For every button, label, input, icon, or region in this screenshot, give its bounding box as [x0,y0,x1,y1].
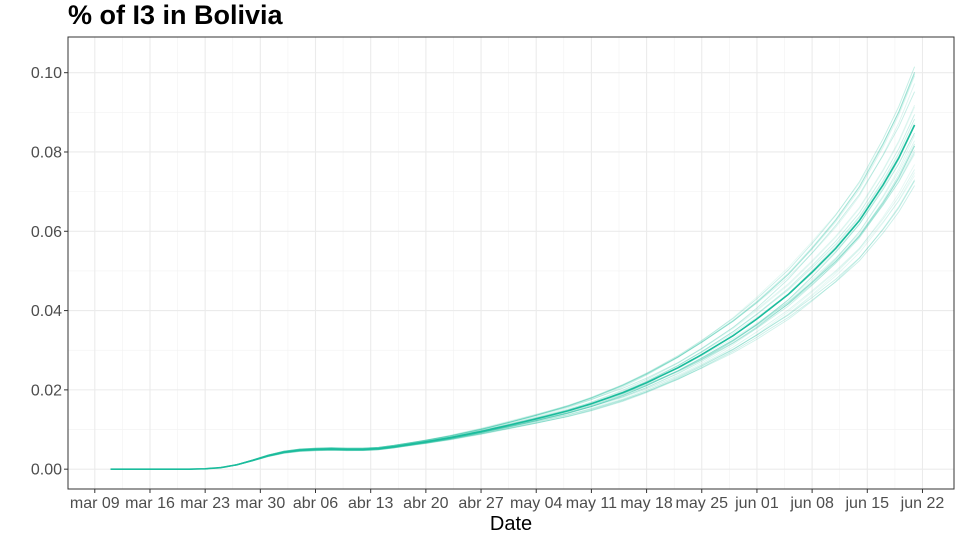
x-tick-label: may 18 [620,495,673,512]
x-tick-label: mar 09 [70,495,120,512]
y-tick-label: 0.02 [31,382,62,399]
x-tick-label: may 25 [676,495,729,512]
x-tick-label: jun 22 [900,495,945,512]
x-tick-label: jun 15 [844,495,889,512]
x-tick-label: mar 23 [180,495,230,512]
chart-title: % of I3 in Bolivia [68,0,284,30]
x-tick-label: abr 27 [458,495,503,512]
x-tick-label: abr 20 [403,495,448,512]
panel-border [67,36,955,490]
x-tick-label: mar 30 [235,495,285,512]
grid-major [68,37,954,489]
y-tick-label: 0.08 [31,144,62,161]
x-tick-label: may 11 [566,495,617,512]
x-axis-title: Date [490,513,532,535]
grid-minor [68,37,954,489]
x-tick-label: jun 01 [734,495,779,512]
y-tick-label: 0.06 [31,224,62,241]
x-tick-label: jun 08 [789,495,834,512]
plot-area [67,36,955,490]
x-tick-label: abr 06 [293,495,338,512]
y-tick-label: 0.04 [31,303,62,320]
y-tick-label: 0.00 [31,462,62,479]
y-axis: 0.00 0.02 0.04 0.06 0.08 0.10 [31,65,68,479]
x-tick-label: may 04 [510,495,563,512]
x-tick-label: abr 13 [348,495,393,512]
y-tick-label: 0.10 [31,65,62,82]
x-axis: mar 09 mar 16 mar 23 mar 30 abr 06 abr 13 abr … [70,489,944,512]
x-tick-label: mar 16 [125,495,175,512]
series-line-median [110,124,916,470]
